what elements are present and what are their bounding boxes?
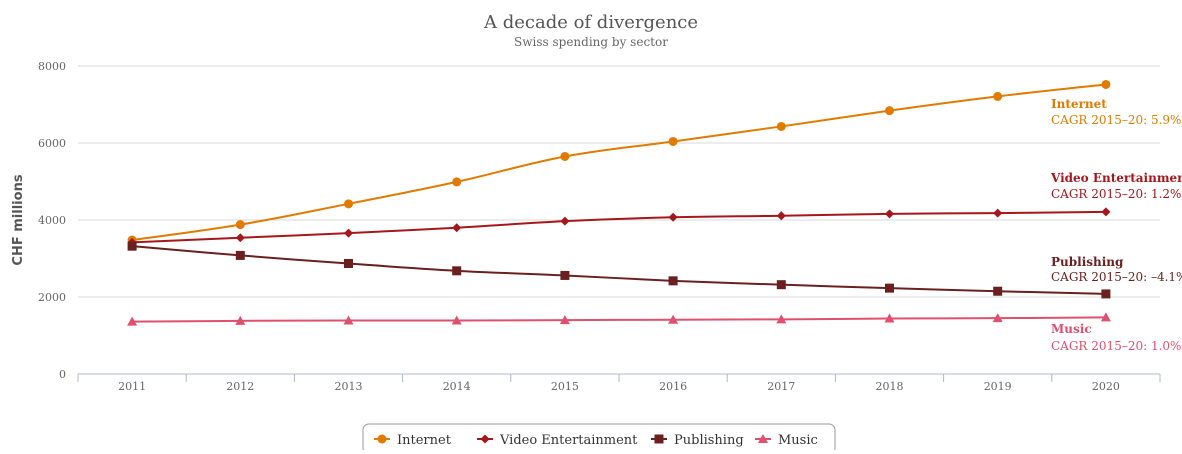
y-tick-label: 2000 [38, 291, 66, 304]
gridlines [78, 65, 1160, 298]
series-internet [127, 79, 1111, 245]
y-tick-label: 6000 [38, 137, 66, 150]
series-line-publishing [132, 245, 1106, 295]
chart-subtitle: Swiss spending by sector [514, 35, 668, 49]
chart-title: A decade of divergence [483, 12, 698, 33]
data-point-music [668, 314, 679, 324]
data-point-video-entertainment [560, 216, 570, 226]
data-point-publishing [1101, 289, 1111, 299]
data-point-music [992, 313, 1003, 323]
series-annotations: Internet CAGR 2015–20: 5.9% Video Entertai… [1050, 97, 1182, 353]
legend-item-music[interactable]: Music [755, 433, 818, 448]
series-line-video-entertainment [132, 210, 1106, 244]
data-point-publishing [668, 276, 678, 286]
x-tick-label: 2018 [876, 380, 904, 393]
data-point-publishing [344, 259, 353, 269]
data-point-video-entertainment [344, 228, 353, 238]
annotation-note-internet: CAGR 2015–20: 5.9% [1051, 113, 1181, 127]
data-point-video-entertainment [668, 212, 678, 222]
series-lines [127, 79, 1111, 326]
data-point-internet [560, 151, 570, 161]
annotation-label-video-entertainment: Video Entertainment [1050, 171, 1182, 185]
legend-item-publishing[interactable]: Publishing [651, 433, 744, 448]
data-point-publishing [560, 270, 570, 280]
legend-marker [758, 434, 768, 443]
y-axis-label: CHF millions [11, 174, 26, 265]
legend-item-internet[interactable]: Internet [374, 433, 452, 448]
x-tick-label: 2015 [551, 380, 579, 393]
annotation-label-publishing: Publishing [1051, 255, 1124, 269]
legend-marker [377, 434, 387, 444]
legend-marker [654, 434, 664, 444]
legend-label: Internet [397, 433, 452, 448]
data-point-internet [1101, 79, 1111, 89]
series-publishing [127, 241, 1111, 299]
series-line-internet [131, 83, 1107, 242]
legend-item-video-entertainment[interactable]: Video Entertainment [477, 433, 638, 448]
series-video-entertainment [127, 207, 1111, 247]
data-point-video-entertainment [452, 223, 462, 233]
x-tick-label: 2011 [118, 380, 146, 393]
annotation-label-music: Music [1051, 322, 1092, 336]
legend[interactable]: Internet Video Entertainment Publishing Mus… [362, 423, 836, 454]
x-tick-label: 2019 [984, 380, 1012, 393]
data-point-publishing [235, 250, 245, 260]
data-point-internet [668, 136, 678, 146]
annotation-note-video-entertainment: CAGR 2015–20: 1.2% [1051, 187, 1181, 201]
data-point-music [1100, 312, 1111, 322]
legend-label: Music [778, 433, 818, 448]
data-point-internet [776, 121, 786, 131]
data-point-video-entertainment [885, 209, 894, 219]
y-tick-label: 4000 [38, 214, 66, 227]
x-tick-label: 2016 [659, 380, 687, 393]
series-music [127, 312, 1111, 326]
data-point-music [235, 315, 246, 325]
y-tick-label: 0 [59, 368, 66, 381]
data-point-internet [344, 199, 353, 209]
series-line-music [132, 316, 1106, 323]
data-point-publishing [993, 286, 1003, 296]
y-tick-label: 8000 [38, 60, 66, 73]
x-tick-label: 2020 [1092, 380, 1120, 393]
data-point-video-entertainment [776, 211, 786, 221]
x-tick-label: 2014 [443, 380, 471, 393]
data-point-music [559, 315, 570, 325]
annotation-note-music: CAGR 2015–20: 1.0% [1051, 339, 1181, 353]
data-point-music [884, 313, 895, 323]
data-point-internet [993, 91, 1003, 101]
data-point-publishing [885, 283, 894, 293]
data-point-video-entertainment [1101, 207, 1111, 217]
x-tick-label: 2013 [335, 380, 363, 393]
annotation-label-internet: Internet [1051, 97, 1107, 111]
data-point-music [451, 315, 462, 325]
data-point-publishing [127, 241, 137, 251]
data-point-publishing [452, 266, 462, 276]
legend-label: Publishing [674, 433, 744, 448]
x-tick-label: 2017 [767, 380, 795, 393]
data-point-video-entertainment [235, 233, 245, 243]
data-point-music [776, 314, 787, 324]
x-axis: 2011 2012 2013 2014 2015 2016 2017 2018 2019 2020 [77, 373, 1161, 393]
x-tick-label: 2012 [226, 380, 254, 393]
annotation-note-publishing: CAGR 2015–20: –4.1% [1051, 270, 1182, 284]
y-axis-ticks: 0 2000 4000 6000 8000 [38, 60, 66, 381]
data-point-internet [235, 220, 245, 230]
legend-label: Video Entertainment [499, 433, 638, 448]
data-point-video-entertainment [993, 208, 1003, 218]
data-point-music [343, 315, 354, 325]
data-point-music [127, 316, 138, 326]
data-point-internet [452, 177, 462, 187]
legend-box [362, 423, 836, 454]
data-point-internet [885, 106, 894, 116]
data-point-publishing [776, 280, 786, 290]
legend-marker [480, 434, 490, 444]
